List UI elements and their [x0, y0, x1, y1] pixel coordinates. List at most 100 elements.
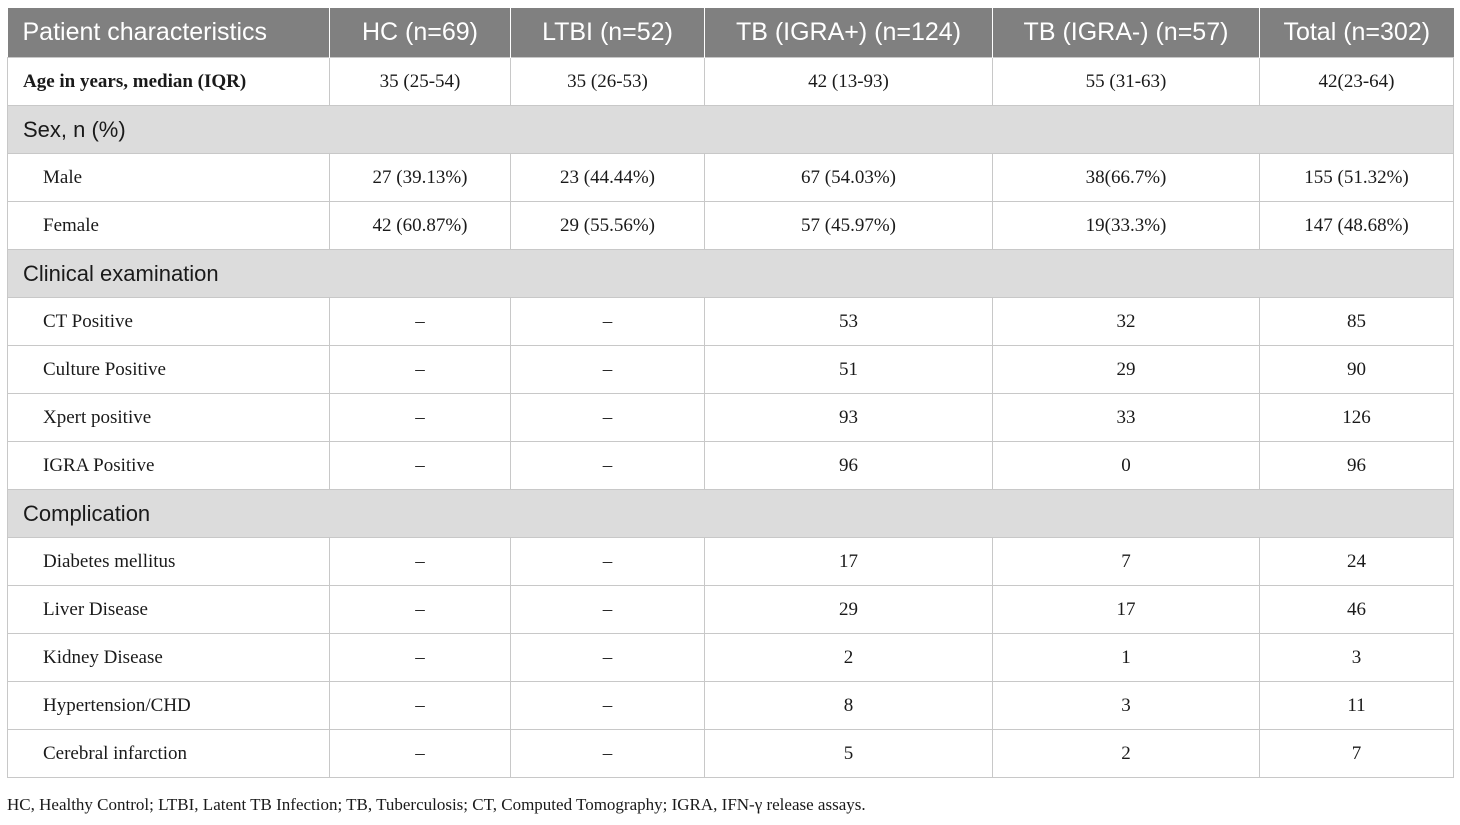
table-cell: 38(66.7%)	[992, 153, 1260, 202]
table-cell: –	[510, 441, 705, 490]
row-label: Hypertension/CHD	[7, 681, 330, 730]
table-footnote: HC, Healthy Control; LTBI, Latent TB Inf…	[7, 795, 866, 814]
table-cell: 42 (60.87%)	[329, 201, 511, 250]
table-row: Liver Disease – – 29 17 46	[7, 585, 1454, 634]
table-cell: –	[329, 297, 511, 346]
section-title: Sex, n (%)	[7, 105, 1454, 154]
table-cell: –	[510, 537, 705, 586]
table-row: Kidney Disease – – 2 1 3	[7, 633, 1454, 682]
table-cell: 32	[992, 297, 1260, 346]
section-title: Complication	[7, 489, 1454, 538]
header-total: Total (n=302)	[1259, 8, 1454, 58]
table-cell: 96	[1259, 441, 1454, 490]
row-label: Diabetes mellitus	[7, 537, 330, 586]
table-cell: 33	[992, 393, 1260, 442]
table-cell: 3	[1259, 633, 1454, 682]
patient-characteristics-table-container: Patient characteristics HC (n=69) LTBI (…	[7, 8, 1454, 778]
table-cell: –	[510, 345, 705, 394]
table-cell: 126	[1259, 393, 1454, 442]
patient-characteristics-table: Patient characteristics HC (n=69) LTBI (…	[7, 8, 1454, 778]
table-cell: 17	[704, 537, 993, 586]
table-cell: 90	[1259, 345, 1454, 394]
table-cell: 67 (54.03%)	[704, 153, 993, 202]
table-cell: –	[329, 393, 511, 442]
section-row-clinical-examination: Clinical examination	[7, 249, 1454, 298]
table-cell: 1	[992, 633, 1260, 682]
table-row: Hypertension/CHD – – 8 3 11	[7, 681, 1454, 730]
table-cell: 55 (31-63)	[992, 57, 1260, 106]
table-row: IGRA Positive – – 96 0 96	[7, 441, 1454, 490]
section-row-sex: Sex, n (%)	[7, 105, 1454, 154]
table-row: Diabetes mellitus – – 17 7 24	[7, 537, 1454, 586]
row-label: Culture Positive	[7, 345, 330, 394]
table-cell: –	[329, 441, 511, 490]
row-label: Liver Disease	[7, 585, 330, 634]
table-cell: –	[329, 537, 511, 586]
table-cell: –	[510, 585, 705, 634]
table-cell: 19(33.3%)	[992, 201, 1260, 250]
table-cell: –	[329, 585, 511, 634]
row-label: CT Positive	[7, 297, 330, 346]
table-row: Culture Positive – – 51 29 90	[7, 345, 1454, 394]
table-cell: 93	[704, 393, 993, 442]
table-cell: 42(23-64)	[1259, 57, 1454, 106]
table-cell: 96	[704, 441, 993, 490]
table-row: Cerebral infarction – – 5 2 7	[7, 729, 1454, 778]
table-cell: 29 (55.56%)	[510, 201, 705, 250]
row-label: Xpert positive	[7, 393, 330, 442]
table-cell: 7	[1259, 729, 1454, 778]
table-cell: –	[329, 345, 511, 394]
table-cell: 46	[1259, 585, 1454, 634]
table-cell: 8	[704, 681, 993, 730]
table-cell: –	[329, 729, 511, 778]
header-row: Patient characteristics HC (n=69) LTBI (…	[7, 8, 1454, 58]
table-cell: 0	[992, 441, 1260, 490]
table-cell: 29	[992, 345, 1260, 394]
header-ltbi: LTBI (n=52)	[510, 8, 705, 58]
table-cell: 7	[992, 537, 1260, 586]
header-hc: HC (n=69)	[329, 8, 511, 58]
header-tb-igra-neg: TB (IGRA-) (n=57)	[992, 8, 1260, 58]
table-row: Xpert positive – – 93 33 126	[7, 393, 1454, 442]
table-cell: 11	[1259, 681, 1454, 730]
table-cell: 27 (39.13%)	[329, 153, 511, 202]
table-cell: –	[510, 681, 705, 730]
section-title: Clinical examination	[7, 249, 1454, 298]
row-label: Age in years, median (IQR)	[7, 57, 330, 106]
table-cell: –	[510, 297, 705, 346]
table-cell: 2	[992, 729, 1260, 778]
table-cell: 23 (44.44%)	[510, 153, 705, 202]
row-label: Male	[7, 153, 330, 202]
row-label: Cerebral infarction	[7, 729, 330, 778]
table-cell: 51	[704, 345, 993, 394]
table-cell: 42 (13-93)	[704, 57, 993, 106]
table-cell: 24	[1259, 537, 1454, 586]
table-cell: 85	[1259, 297, 1454, 346]
table-cell: 155 (51.32%)	[1259, 153, 1454, 202]
table-cell: 35 (26-53)	[510, 57, 705, 106]
table-cell: 2	[704, 633, 993, 682]
row-label: Female	[7, 201, 330, 250]
row-label: IGRA Positive	[7, 441, 330, 490]
table-cell: –	[510, 393, 705, 442]
table-row: Age in years, median (IQR) 35 (25-54) 35…	[7, 57, 1454, 106]
table-cell: –	[510, 729, 705, 778]
row-label: Kidney Disease	[7, 633, 330, 682]
table-cell: 57 (45.97%)	[704, 201, 993, 250]
table-cell: 53	[704, 297, 993, 346]
table-cell: –	[329, 681, 511, 730]
header-patient-characteristics: Patient characteristics	[7, 8, 330, 58]
table-cell: 17	[992, 585, 1260, 634]
table-cell: 3	[992, 681, 1260, 730]
table-row: CT Positive – – 53 32 85	[7, 297, 1454, 346]
table-cell: –	[510, 633, 705, 682]
table-cell: –	[329, 633, 511, 682]
table-row: Female 42 (60.87%) 29 (55.56%) 57 (45.97…	[7, 201, 1454, 250]
table-row: Male 27 (39.13%) 23 (44.44%) 67 (54.03%)…	[7, 153, 1454, 202]
section-row-complication: Complication	[7, 489, 1454, 538]
header-tb-igra-pos: TB (IGRA+) (n=124)	[704, 8, 993, 58]
table-cell: 147 (48.68%)	[1259, 201, 1454, 250]
table-cell: 35 (25-54)	[329, 57, 511, 106]
table-cell: 5	[704, 729, 993, 778]
table-cell: 29	[704, 585, 993, 634]
